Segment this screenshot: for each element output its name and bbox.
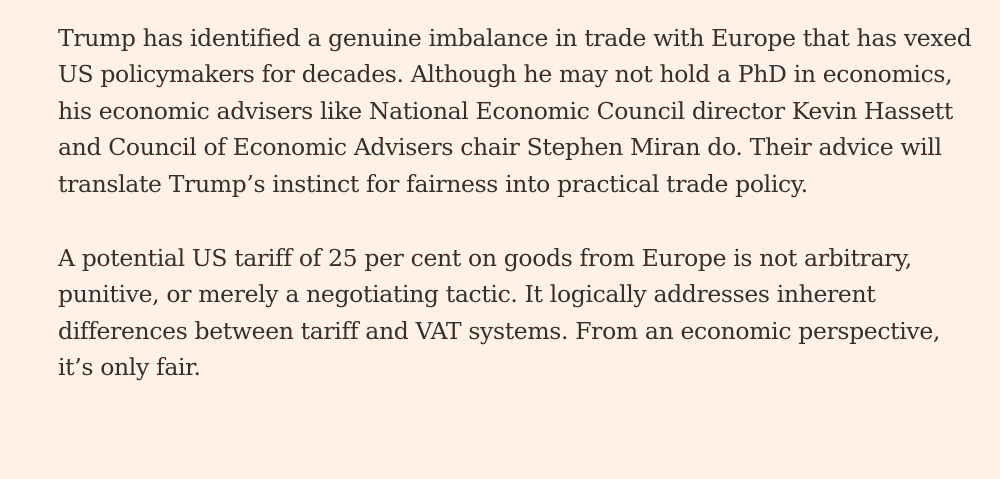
paragraph-line: punitive, or merely a negotiating tactic… [58,280,876,309]
paragraph-line: US policymakers for decades. Although he… [58,60,953,89]
paragraph-line: Trump has identified a genuine imbalance… [58,24,972,52]
paragraph-line: his economic advisers like National Econ… [58,96,953,125]
article-body: Trump has identified a genuine imbalance… [58,20,978,386]
paragraph-line: it’s only fair. [58,353,201,382]
paragraph-line: A potential US tariff of 25 per cent on … [58,244,912,273]
paragraph-2: A potential US tariff of 25 per cent on … [58,240,978,386]
paragraph-line: and Council of Economic Advisers chair S… [58,133,942,162]
paragraph-1: Trump has identified a genuine imbalance… [58,20,978,202]
paragraph-line: translate Trump’s instinct for fairness … [58,169,808,198]
paragraph-line: differences between tariff and VAT syste… [58,316,941,345]
